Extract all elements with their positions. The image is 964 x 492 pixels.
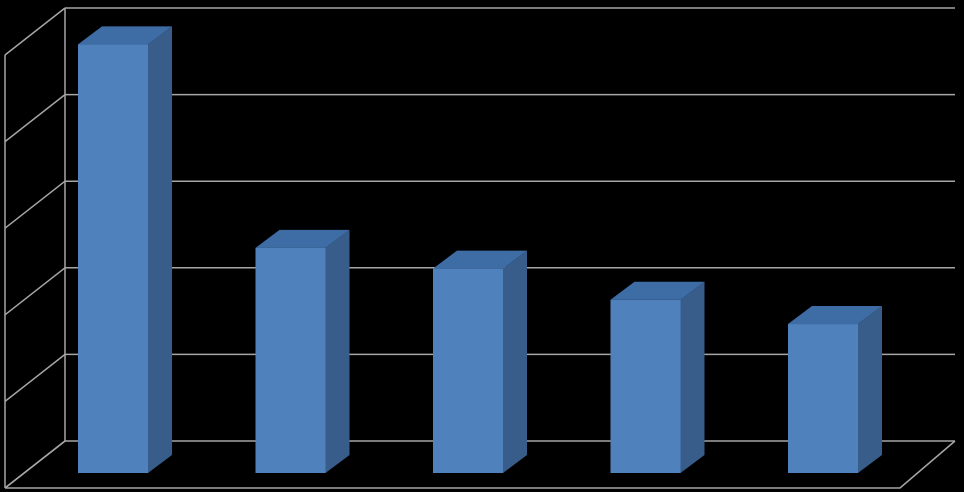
bar-top	[610, 281, 705, 300]
bar	[78, 44, 148, 474]
bar-top	[788, 306, 882, 325]
bar	[433, 268, 503, 473]
bar-side	[148, 26, 172, 474]
bar-side	[680, 281, 705, 473]
side-grid-line	[4, 267, 66, 316]
bar-top	[78, 26, 172, 45]
side-grid-line	[4, 94, 66, 143]
side-grid-line	[4, 180, 66, 229]
bar-top	[255, 229, 350, 248]
side-grid-line	[4, 7, 66, 56]
bar	[255, 247, 326, 473]
bar-side	[325, 229, 350, 473]
bar	[788, 324, 858, 473]
side-grid-line	[4, 440, 66, 489]
bar-side	[858, 306, 882, 473]
bar	[610, 299, 681, 473]
bar-side	[503, 250, 527, 473]
bar-top	[433, 250, 527, 269]
side-grid-line	[4, 353, 66, 402]
floor-edge	[5, 440, 956, 489]
